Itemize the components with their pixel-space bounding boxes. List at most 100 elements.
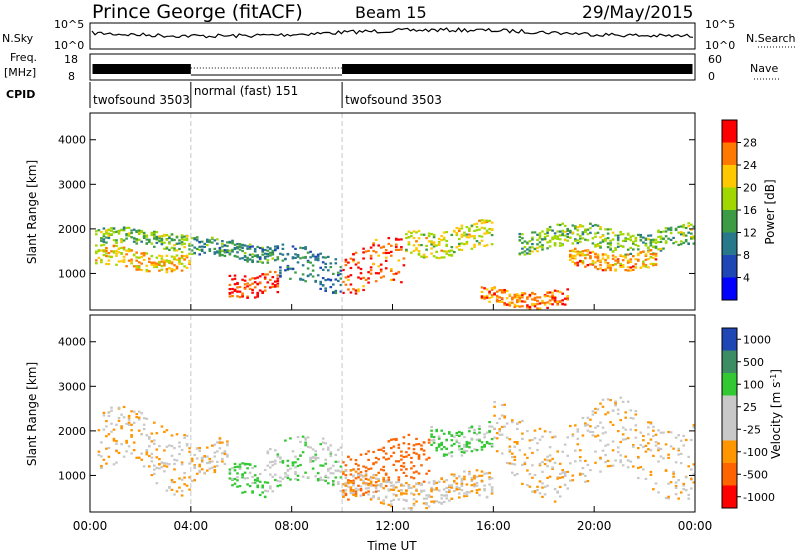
- heat-cell: [324, 287, 327, 290]
- heat-cell: [558, 290, 562, 294]
- heat-cell: [644, 444, 648, 447]
- heat-cell: [357, 266, 360, 269]
- heat-cell: [528, 246, 532, 249]
- heat-cell: [528, 250, 532, 253]
- heat-cell: [188, 244, 191, 247]
- heat-cell: [465, 440, 469, 444]
- heat-cell: [150, 474, 154, 477]
- heat-cell: [412, 471, 416, 474]
- heat-cell: [112, 437, 116, 440]
- heat-cell: [137, 229, 141, 232]
- heat-cell: [576, 233, 580, 236]
- heat-cell: [483, 227, 486, 230]
- heat-cell: [586, 463, 590, 467]
- heat-cell: [130, 258, 133, 261]
- freq-left-tick-top: 18: [64, 53, 78, 66]
- heat-cell: [518, 239, 522, 242]
- heat-cell: [495, 294, 499, 297]
- heat-cell: [563, 224, 567, 227]
- heat-cell: [261, 291, 264, 294]
- heat-cell: [390, 503, 393, 506]
- heat-cell: [483, 287, 486, 290]
- heat-cell: [337, 460, 340, 463]
- heat-cell: [200, 245, 204, 248]
- heat-cell: [100, 258, 103, 261]
- heat-cell: [145, 453, 149, 456]
- heat-cell: [420, 464, 423, 467]
- heat-cell: [500, 404, 504, 407]
- heat-cell: [180, 236, 184, 239]
- heat-cell: [569, 424, 572, 428]
- sky-right-tick-bottom: 10^0: [705, 39, 735, 52]
- heat-cell: [140, 268, 143, 272]
- heat-cell: [105, 447, 108, 450]
- heat-cell: [140, 452, 143, 455]
- heat-cell: [448, 249, 451, 252]
- heat-cell: [395, 272, 398, 275]
- heat-cell: [115, 241, 118, 244]
- power-cbar-tick-label-0: 4: [743, 272, 750, 285]
- heat-cell: [153, 265, 156, 268]
- heat-cell: [548, 228, 552, 231]
- heat-cell: [405, 451, 408, 454]
- heat-cell: [95, 252, 98, 255]
- heat-cell: [500, 291, 504, 294]
- heat-cell: [634, 263, 638, 266]
- heat-cell: [473, 245, 476, 248]
- heat-cell: [173, 249, 176, 252]
- heat-cell: [314, 450, 317, 453]
- heat-cell: [193, 453, 196, 457]
- heat-cell: [647, 250, 650, 253]
- heat-cell: [400, 238, 403, 241]
- heat-cell: [644, 242, 648, 245]
- heat-cell: [611, 440, 615, 443]
- heat-cell: [637, 476, 640, 480]
- heat-cell: [508, 445, 512, 448]
- heat-cell: [448, 499, 451, 502]
- heat-cell: [274, 449, 277, 452]
- heat-cell: [248, 287, 252, 290]
- heat-cell: [173, 493, 176, 496]
- heat-cell: [553, 435, 557, 438]
- heat-cell: [397, 443, 401, 446]
- heat-cell: [281, 259, 285, 262]
- heat-cell: [533, 305, 537, 308]
- heat-cell: [289, 277, 292, 280]
- heat-cell: [458, 492, 461, 495]
- heat-cell: [687, 497, 690, 500]
- heat-cell: [135, 456, 138, 459]
- heat-cell: [306, 251, 310, 254]
- heat-cell: [276, 479, 280, 483]
- heat-cell: [606, 237, 610, 240]
- heat-cell: [284, 439, 287, 442]
- heat-cell: [261, 273, 264, 276]
- heat-cell: [503, 415, 506, 418]
- heat-cell: [569, 479, 572, 482]
- heat-cell: [382, 476, 385, 479]
- heat-cell: [478, 235, 481, 238]
- heat-cell: [417, 237, 421, 240]
- heat-cell: [226, 440, 229, 443]
- heat-cell: [329, 451, 333, 454]
- heat-cell: [521, 305, 524, 308]
- heat-cell: [243, 275, 247, 278]
- heat-cell: [344, 260, 348, 263]
- heat-cell: [180, 269, 184, 272]
- heat-cell: [576, 239, 580, 242]
- heat-cell: [558, 223, 562, 227]
- heat-cell: [251, 245, 254, 248]
- heat-cell: [97, 429, 101, 432]
- heat-cell: [543, 236, 547, 239]
- heat-cell: [410, 235, 413, 238]
- heat-cell: [430, 247, 433, 250]
- heat-cell: [397, 480, 401, 483]
- heat-cell: [488, 231, 491, 234]
- heat-cell: [528, 240, 532, 243]
- heat-cell: [417, 229, 421, 233]
- heat-cell: [430, 439, 433, 442]
- heat-cell: [536, 243, 539, 246]
- heat-cell: [644, 450, 648, 453]
- heat-cell: [478, 488, 481, 491]
- heat-cell: [384, 458, 388, 461]
- heat-cell: [420, 233, 423, 236]
